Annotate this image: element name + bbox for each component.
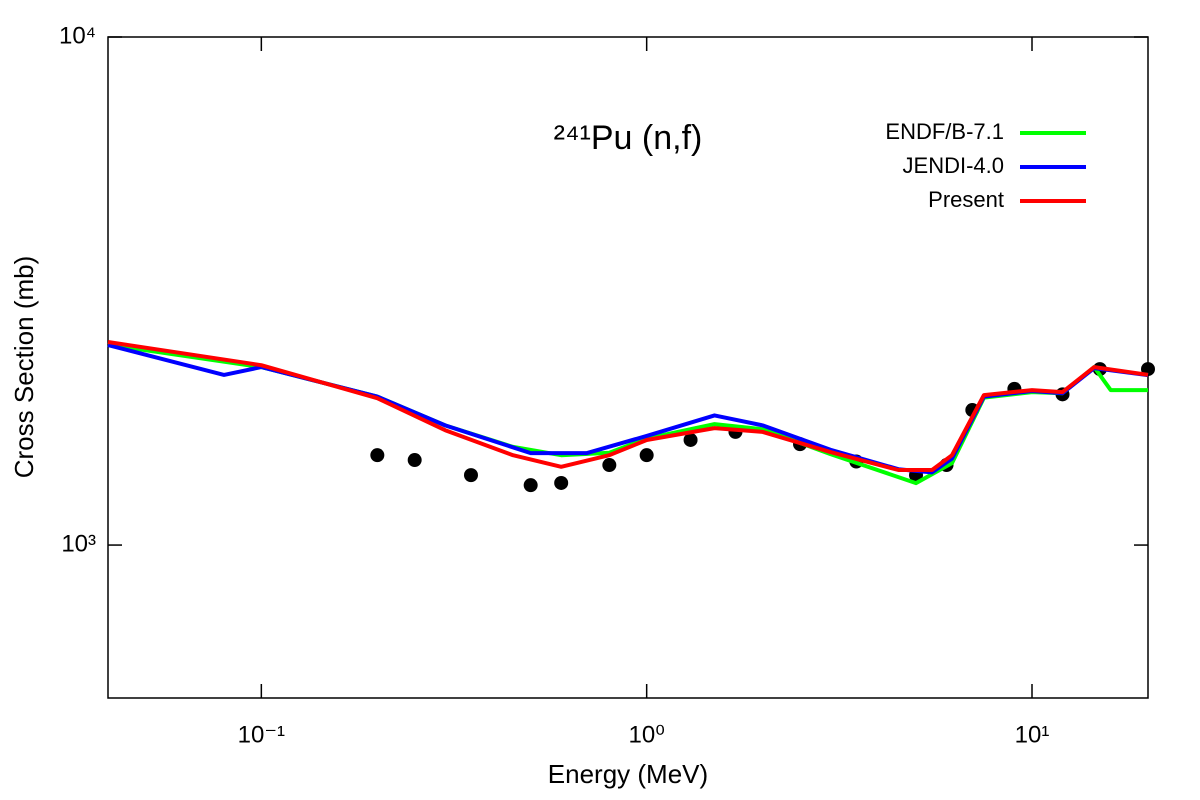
data-point — [407, 453, 422, 468]
data-point — [523, 478, 538, 493]
y-axis-label: Cross Section (mb) — [9, 256, 39, 479]
series-line — [107, 340, 1149, 472]
legend-label: Present — [928, 187, 1004, 212]
y-tick-label: 10³ — [61, 530, 96, 557]
x-tick-label: 10⁰ — [629, 721, 665, 748]
data-point — [554, 475, 569, 490]
legend-label: ENDF/B-7.1 — [885, 119, 1004, 144]
x-axis-label: Energy (MeV) — [548, 759, 708, 789]
x-tick-label: 10⁻¹ — [238, 721, 285, 748]
y-tick-label: 10⁴ — [59, 22, 96, 49]
data-point — [463, 468, 478, 483]
legend-label: JENDI-4.0 — [903, 153, 1004, 178]
x-tick-label: 10¹ — [1015, 721, 1050, 748]
data-point — [370, 448, 385, 463]
data-point — [683, 432, 698, 447]
data-point — [639, 448, 654, 463]
data-point — [602, 458, 617, 473]
chart-title: ²⁴¹Pu (n,f) — [554, 119, 703, 157]
